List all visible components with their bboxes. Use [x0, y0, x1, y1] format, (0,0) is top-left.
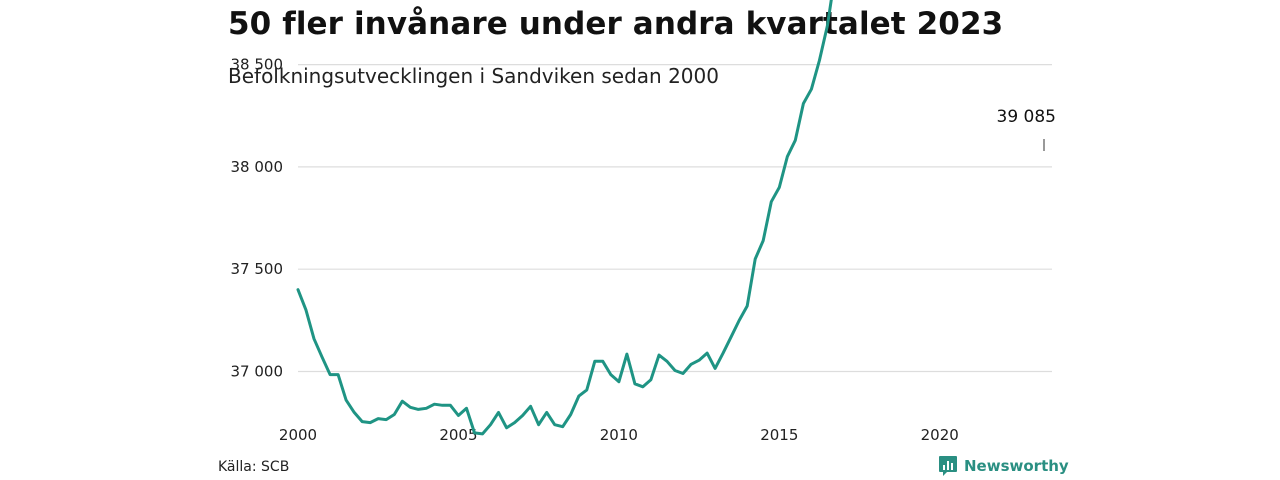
- annotation-label: 39 085: [997, 107, 1056, 127]
- brand-name: Newsworthy: [964, 457, 1069, 475]
- x-tick-label: 2010: [600, 426, 638, 444]
- x-axis-ticks: 2000 2005 2010 2015 2020: [279, 426, 959, 444]
- newsworthy-icon: [939, 456, 957, 476]
- last-value-annotation: 39 085: [997, 107, 1056, 151]
- chart-subtitle: Befolkningsutvecklingen i Sandviken seda…: [228, 64, 719, 88]
- y-tick-label: 37 500: [231, 260, 284, 278]
- source-note: Källa: SCB: [218, 459, 290, 475]
- x-tick-label: 2020: [921, 426, 959, 444]
- y-tick-label: 38 500: [231, 56, 284, 74]
- y-tick-label: 37 000: [231, 363, 284, 381]
- chart-title: 50 fler invånare under andra kvartalet 2…: [228, 6, 1004, 42]
- grid-lines: [298, 63, 1052, 373]
- series-group: [296, 0, 833, 436]
- brand-logo[interactable]: Newsworthy: [938, 455, 1069, 477]
- x-tick-label: 2015: [760, 426, 798, 444]
- population-line: [296, 0, 833, 436]
- x-tick-label: 2005: [439, 426, 477, 444]
- x-tick-label: 2000: [279, 426, 317, 444]
- y-tick-label: 38 000: [231, 158, 284, 176]
